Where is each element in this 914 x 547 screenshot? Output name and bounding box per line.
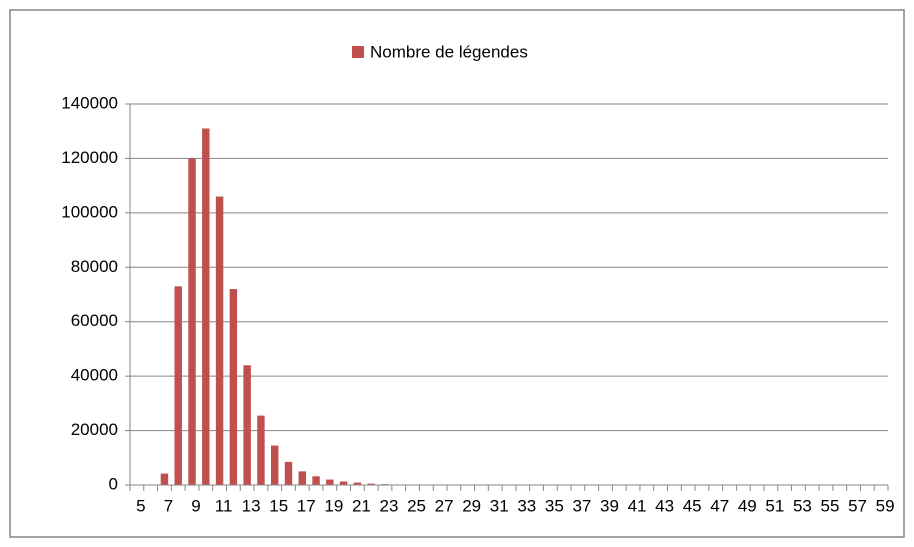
bar [229,289,238,485]
x-tick-label: 21 [352,496,371,515]
x-tick-label: 29 [462,496,481,515]
x-tick-label: 41 [628,496,647,515]
x-tick-label: 39 [600,496,619,515]
x-tick-label: 55 [821,496,840,515]
x-tick-label: 51 [765,496,784,515]
bar [270,445,279,485]
x-tick-label: 7 [164,496,173,515]
x-tick-label: 59 [876,496,895,515]
y-tick-label: 100000 [61,202,118,221]
bar [298,471,306,485]
y-tick-label: 60000 [71,311,118,330]
bar [257,415,265,485]
x-tick-label: 27 [435,496,454,515]
x-tick-label: 35 [545,496,564,515]
bar [174,286,182,485]
chart-frame [9,9,905,538]
x-tick-label: 49 [738,496,757,515]
x-tick-label: 13 [242,496,261,515]
bar [367,483,375,485]
bar [326,479,334,485]
x-tick-label: 15 [269,496,288,515]
bar [312,476,320,485]
x-tick-label: 43 [655,496,674,515]
x-tick-label: 53 [793,496,812,515]
x-tick-label: 5 [136,496,145,515]
bar [243,365,251,485]
y-tick-label: 40000 [71,366,118,385]
bar [215,196,224,485]
x-tick-label: 33 [517,496,536,515]
y-tick-label: 80000 [71,257,118,276]
y-tick-label: 0 [109,474,118,493]
x-tick-label: 23 [380,496,399,515]
x-tick-label: 57 [848,496,867,515]
x-tick-label: 45 [683,496,702,515]
x-tick-label: 31 [490,496,509,515]
bar [160,473,169,485]
bar [353,482,362,485]
x-tick-label: 11 [215,496,233,515]
bar [339,481,348,485]
x-tick-label: 19 [324,496,343,515]
x-tick-label: 37 [572,496,591,515]
y-tick-label: 120000 [61,148,118,167]
y-tick-label: 140000 [61,93,118,112]
bar [284,461,293,485]
x-tick-label: 17 [297,496,316,515]
x-tick-label: 9 [191,496,200,515]
legend-label: Nombre de légendes [370,42,528,61]
y-tick-label: 20000 [71,420,118,439]
legend-swatch [352,46,364,58]
bar [188,158,196,485]
bar [202,128,210,485]
x-tick-label: 25 [407,496,426,515]
x-tick-label: 47 [710,496,729,515]
